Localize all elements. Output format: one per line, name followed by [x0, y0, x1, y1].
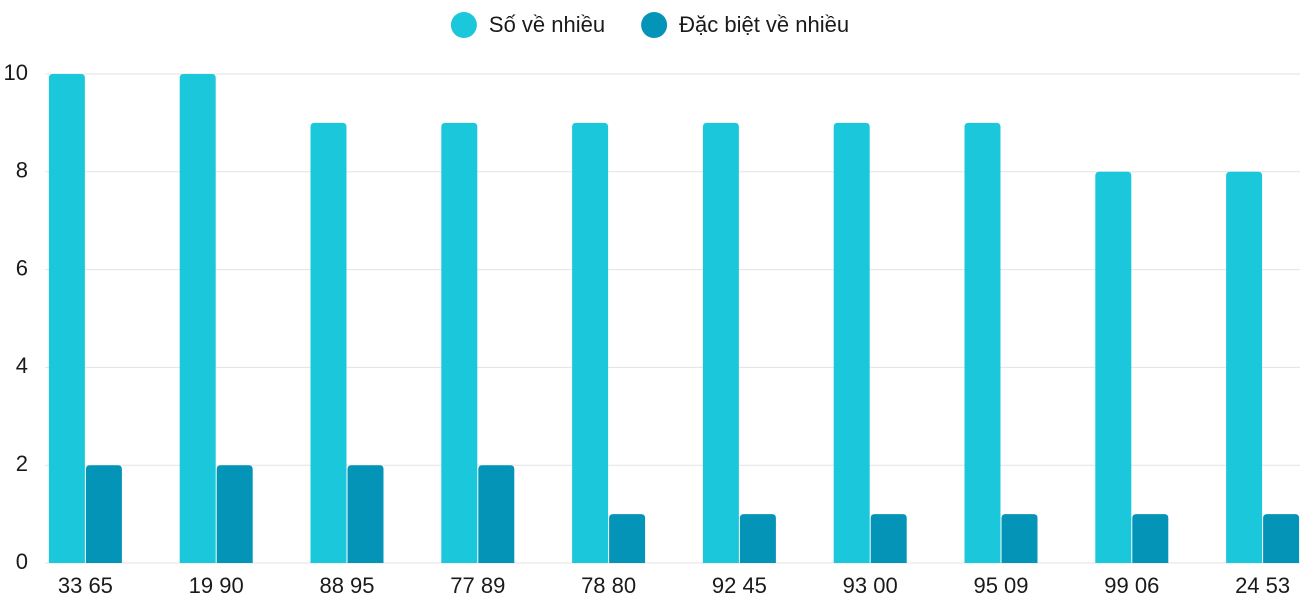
bar: [739, 514, 776, 563]
x-tick-label: 95 09: [973, 573, 1028, 598]
bar: [441, 122, 478, 564]
bar: [1132, 514, 1169, 563]
legend-marker: [450, 12, 477, 38]
legend-item: Số về nhiều: [450, 12, 605, 38]
bar: [1095, 171, 1132, 564]
bar: [179, 74, 216, 563]
y-tick-label: 0: [16, 549, 28, 574]
bar: [85, 465, 122, 563]
y-tick-label: 8: [16, 158, 28, 183]
bar: [347, 465, 384, 563]
bar: [702, 122, 739, 564]
x-tick-label: 93 00: [843, 573, 898, 598]
bar: [870, 514, 907, 563]
x-tick-label: 24 53: [1235, 573, 1290, 598]
bar: [609, 514, 646, 563]
bar: [48, 74, 85, 563]
bar: [1001, 514, 1038, 563]
x-tick-label: 77 89: [450, 573, 505, 598]
x-tick-label: 88 95: [319, 573, 374, 598]
y-tick-label: 2: [16, 451, 28, 476]
bar: [964, 122, 1001, 564]
bar: [833, 122, 870, 564]
legend-label: Đặc biệt về nhiều: [679, 12, 849, 37]
y-tick-label: 6: [16, 255, 28, 280]
bar: [478, 465, 515, 563]
x-tick-label: 99 06: [1104, 573, 1159, 598]
legend-marker: [641, 12, 668, 38]
x-tick-label: 33 65: [58, 573, 113, 598]
y-tick-label: 10: [4, 60, 28, 85]
legend-item: Đặc biệt về nhiều: [641, 12, 849, 38]
x-tick-label: 19 90: [189, 573, 244, 598]
y-tick-label: 4: [16, 353, 28, 378]
bar: [1226, 171, 1263, 564]
legend-label: Số về nhiều: [489, 12, 605, 37]
bar: [310, 122, 347, 564]
bar: [216, 465, 253, 563]
bar: [572, 122, 609, 564]
x-tick-label: 78 80: [581, 573, 636, 598]
bar: [1263, 514, 1300, 563]
x-tick-label: 92 45: [712, 573, 767, 598]
